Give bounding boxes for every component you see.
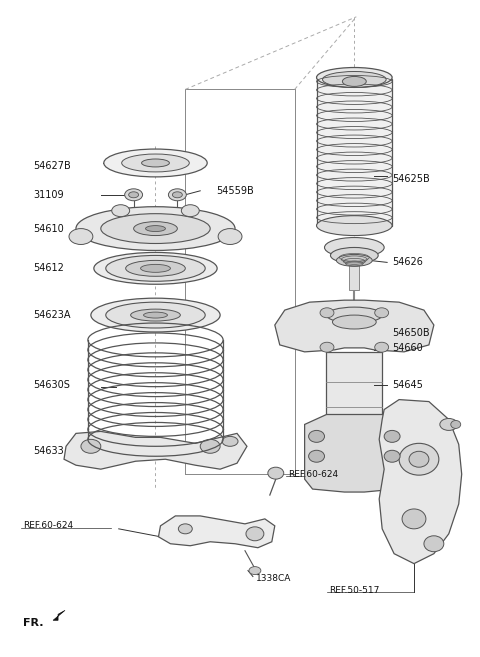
Ellipse shape	[218, 229, 242, 244]
Ellipse shape	[326, 307, 382, 323]
Ellipse shape	[451, 420, 461, 428]
Ellipse shape	[375, 307, 389, 318]
Polygon shape	[379, 399, 462, 564]
Text: 31109: 31109	[33, 190, 64, 200]
Ellipse shape	[179, 524, 192, 533]
Text: 54559B: 54559B	[216, 186, 254, 196]
Ellipse shape	[200, 440, 220, 453]
Ellipse shape	[399, 443, 439, 475]
Ellipse shape	[323, 72, 386, 87]
Ellipse shape	[91, 298, 220, 332]
Ellipse shape	[384, 430, 400, 442]
Text: REF.60-624: REF.60-624	[23, 522, 73, 530]
Ellipse shape	[409, 451, 429, 467]
Ellipse shape	[316, 215, 392, 236]
Ellipse shape	[131, 309, 180, 321]
Ellipse shape	[69, 229, 93, 244]
Ellipse shape	[424, 536, 444, 552]
Ellipse shape	[81, 440, 101, 453]
Bar	[349, 265, 360, 290]
Ellipse shape	[126, 260, 185, 277]
Text: 54623A: 54623A	[33, 310, 71, 320]
Ellipse shape	[122, 154, 189, 172]
Text: REF.60-624: REF.60-624	[288, 470, 338, 479]
Ellipse shape	[268, 467, 284, 479]
Text: 54633: 54633	[33, 446, 64, 456]
Ellipse shape	[133, 221, 178, 236]
Ellipse shape	[330, 248, 378, 263]
Text: REF.50-517: REF.50-517	[329, 586, 380, 595]
Ellipse shape	[106, 302, 205, 328]
Ellipse shape	[309, 430, 324, 442]
Ellipse shape	[142, 159, 169, 167]
Ellipse shape	[440, 419, 458, 430]
Text: 54630S: 54630S	[33, 380, 70, 390]
Ellipse shape	[101, 214, 210, 244]
Polygon shape	[305, 415, 404, 492]
Ellipse shape	[144, 312, 168, 318]
Bar	[326, 352, 382, 434]
Bar	[316, 79, 392, 225]
Ellipse shape	[342, 76, 366, 87]
Ellipse shape	[324, 238, 384, 258]
Ellipse shape	[168, 189, 186, 201]
Ellipse shape	[181, 205, 199, 217]
Text: 54610: 54610	[33, 223, 64, 234]
Text: 1338CA: 1338CA	[256, 574, 291, 583]
Ellipse shape	[106, 256, 205, 281]
Text: 54625B: 54625B	[392, 174, 430, 184]
Polygon shape	[64, 432, 247, 469]
Ellipse shape	[249, 566, 261, 575]
Ellipse shape	[246, 527, 264, 541]
Text: 54627B: 54627B	[33, 161, 71, 171]
Ellipse shape	[402, 509, 426, 529]
Text: FR.: FR.	[23, 618, 44, 628]
Text: 54626: 54626	[392, 258, 423, 267]
Ellipse shape	[320, 307, 334, 318]
Ellipse shape	[172, 192, 182, 198]
Text: 54650B: 54650B	[392, 328, 430, 338]
Ellipse shape	[309, 450, 324, 463]
Ellipse shape	[112, 205, 130, 217]
Text: 54660: 54660	[392, 343, 423, 353]
Ellipse shape	[336, 254, 372, 266]
Ellipse shape	[222, 436, 238, 446]
Ellipse shape	[129, 192, 139, 198]
Ellipse shape	[375, 342, 389, 352]
Ellipse shape	[320, 342, 334, 352]
Ellipse shape	[94, 252, 217, 284]
Polygon shape	[158, 516, 275, 548]
Ellipse shape	[125, 189, 143, 201]
Ellipse shape	[384, 450, 400, 463]
Text: 54612: 54612	[33, 263, 64, 273]
Polygon shape	[53, 610, 65, 620]
Text: 54645: 54645	[392, 380, 423, 390]
Ellipse shape	[316, 68, 392, 87]
Ellipse shape	[141, 264, 170, 273]
Ellipse shape	[104, 149, 207, 177]
Ellipse shape	[333, 315, 376, 329]
Ellipse shape	[76, 207, 235, 250]
Polygon shape	[275, 300, 434, 352]
Ellipse shape	[145, 225, 166, 231]
